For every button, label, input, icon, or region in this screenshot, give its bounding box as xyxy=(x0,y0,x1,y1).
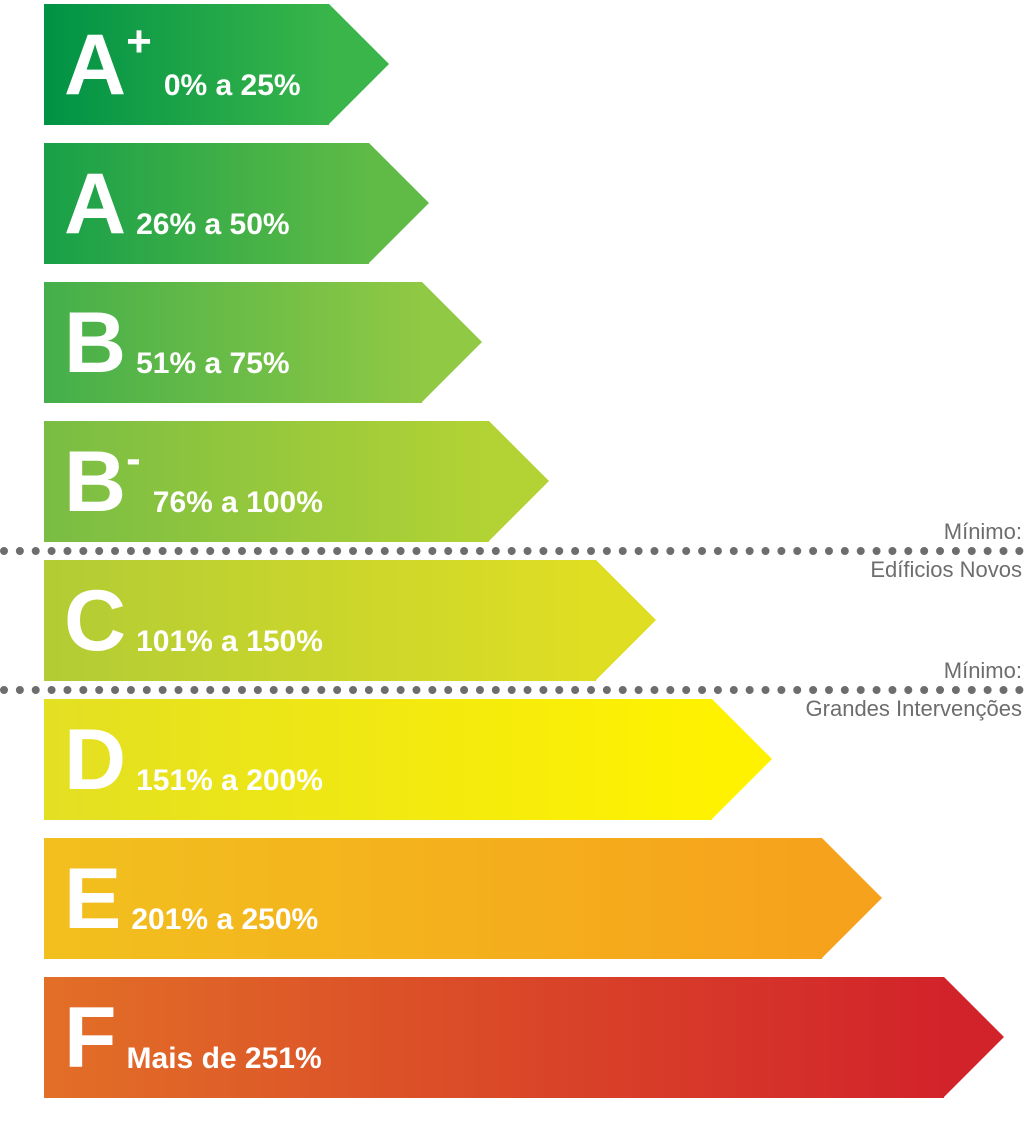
energy-rating-chart: A+0% a 25%A26% a 50%B51% a 75%B-76% a 10… xyxy=(0,0,1024,1133)
grade-label: B- xyxy=(64,439,141,525)
grade-label: C xyxy=(64,578,124,664)
grade-letter: A xyxy=(64,161,124,247)
grade-label: B xyxy=(64,300,124,386)
rating-row-C: C 101% a 150% xyxy=(44,560,596,681)
grade-label: F xyxy=(64,995,115,1081)
arrow-icon xyxy=(712,699,772,819)
rating-bar: C 101% a 150% xyxy=(44,560,596,681)
range-label: 201% a 250% xyxy=(131,903,318,937)
arrow-icon xyxy=(944,977,1004,1097)
threshold-label-bottom: Edíficios Novos xyxy=(870,557,1022,583)
arrow-icon xyxy=(329,4,389,124)
grade-letter: B xyxy=(64,439,124,525)
grade-sup: - xyxy=(126,437,141,481)
rating-row-B-: B-76% a 100% xyxy=(44,421,489,542)
grade-label: E xyxy=(64,856,119,942)
rating-bar: E 201% a 250% xyxy=(44,838,822,959)
range-label: 0% a 25% xyxy=(164,69,301,103)
rating-bar: D 151% a 200% xyxy=(44,699,712,820)
threshold-label-top: Mínimo: xyxy=(944,519,1022,545)
arrow-icon xyxy=(596,560,656,680)
range-label: 76% a 100% xyxy=(153,486,323,520)
rating-bar: A+0% a 25% xyxy=(44,4,329,125)
arrow-icon xyxy=(822,838,882,958)
rating-bar: F Mais de 251% xyxy=(44,977,944,1098)
threshold-label-bottom: Grandes Intervenções xyxy=(806,696,1022,722)
rating-bar: A 26% a 50% xyxy=(44,143,369,264)
grade-letter: F xyxy=(64,995,115,1081)
grade-letter: E xyxy=(64,856,119,942)
grade-letter: D xyxy=(64,717,124,803)
rating-row-B: B 51% a 75% xyxy=(44,282,422,403)
grade-label: A xyxy=(64,161,124,247)
threshold-divider xyxy=(0,686,1024,694)
rating-row-E: E 201% a 250% xyxy=(44,838,822,959)
range-label: 51% a 75% xyxy=(136,347,289,381)
grade-letter: B xyxy=(64,300,124,386)
range-label: Mais de 251% xyxy=(127,1042,322,1076)
range-label: 26% a 50% xyxy=(136,208,289,242)
grade-letter: C xyxy=(64,578,124,664)
rating-row-D: D 151% a 200% xyxy=(44,699,712,820)
rating-bar: B-76% a 100% xyxy=(44,421,489,542)
range-label: 151% a 200% xyxy=(136,764,323,798)
threshold-label-top: Mínimo: xyxy=(944,658,1022,684)
grade-label: D xyxy=(64,717,124,803)
threshold-divider xyxy=(0,547,1024,555)
rating-row-A+: A+0% a 25% xyxy=(44,4,329,125)
grade-letter: A xyxy=(64,22,124,108)
grade-sup: + xyxy=(126,20,152,64)
range-label: 101% a 150% xyxy=(136,625,323,659)
rating-row-F: F Mais de 251% xyxy=(44,977,944,1098)
grade-label: A+ xyxy=(64,22,152,108)
rating-bar: B 51% a 75% xyxy=(44,282,422,403)
rating-row-A: A 26% a 50% xyxy=(44,143,369,264)
arrow-icon xyxy=(422,282,482,402)
arrow-icon xyxy=(369,143,429,263)
arrow-icon xyxy=(489,421,549,541)
